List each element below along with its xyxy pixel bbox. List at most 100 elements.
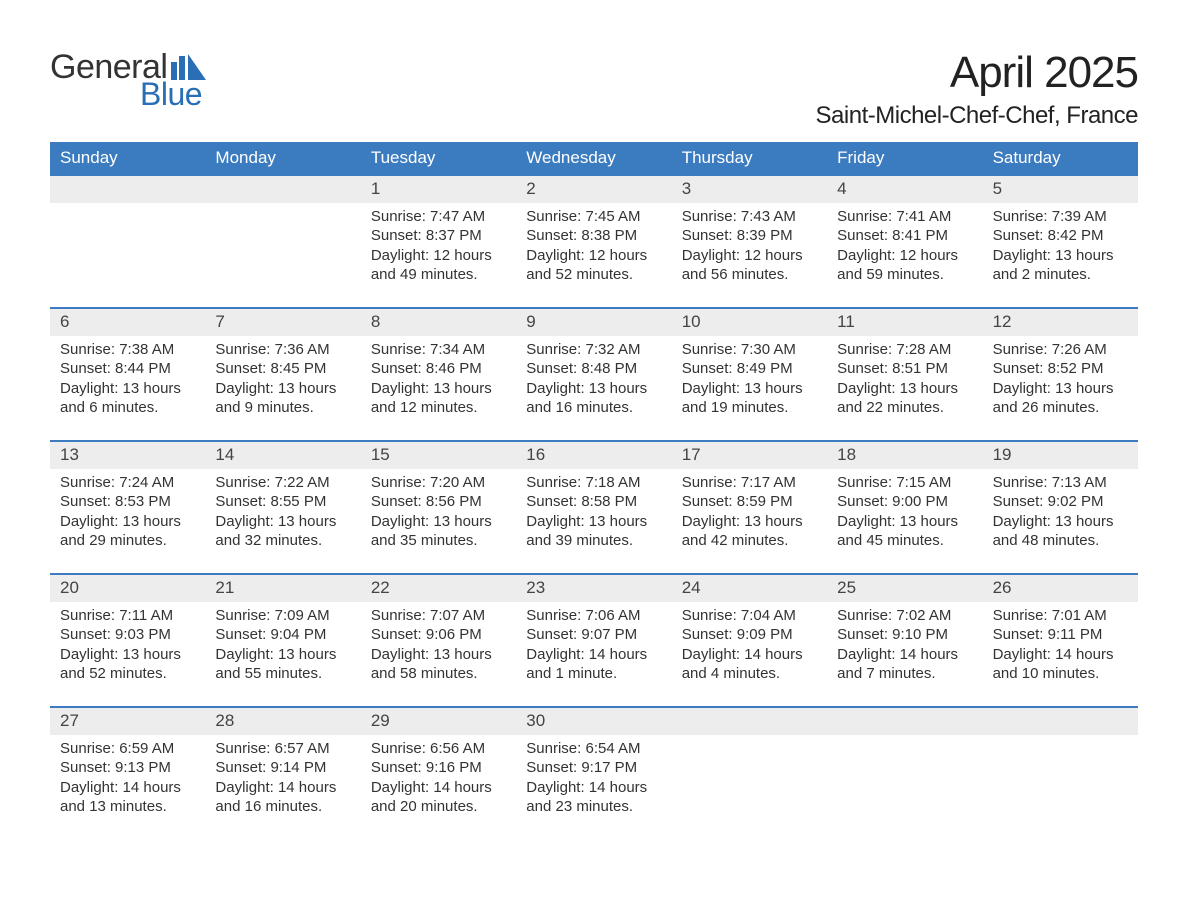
day-number: 24	[672, 575, 827, 602]
day-number: 29	[361, 708, 516, 735]
day-detail-line: Sunrise: 7:20 AM	[371, 473, 506, 492]
day-detail-line: Daylight: 14 hours and 10 minutes.	[993, 645, 1128, 683]
month-title: April 2025	[816, 50, 1138, 96]
day-number: 10	[672, 309, 827, 336]
day-detail-line: Sunrise: 7:09 AM	[215, 606, 350, 625]
day-detail-line: Sunrise: 6:54 AM	[526, 739, 661, 758]
day-detail-line: Daylight: 13 hours and 19 minutes.	[682, 379, 817, 417]
day-cell: Sunrise: 7:38 AMSunset: 8:44 PMDaylight:…	[50, 336, 205, 440]
day-cell: Sunrise: 7:13 AMSunset: 9:02 PMDaylight:…	[983, 469, 1138, 573]
day-cell: Sunrise: 7:45 AMSunset: 8:38 PMDaylight:…	[516, 203, 671, 307]
day-number: 6	[50, 309, 205, 336]
dow-friday: Friday	[827, 142, 982, 176]
day-detail-line: Sunrise: 7:38 AM	[60, 340, 195, 359]
day-number: 2	[516, 176, 671, 203]
day-detail-line: Sunset: 8:53 PM	[60, 492, 195, 511]
day-detail-line: Sunrise: 7:18 AM	[526, 473, 661, 492]
day-cell: Sunrise: 7:09 AMSunset: 9:04 PMDaylight:…	[205, 602, 360, 706]
day-detail-line: Daylight: 12 hours and 52 minutes.	[526, 246, 661, 284]
day-cell: Sunrise: 7:06 AMSunset: 9:07 PMDaylight:…	[516, 602, 671, 706]
day-detail-line: Daylight: 13 hours and 45 minutes.	[837, 512, 972, 550]
week-daynum-row: 13141516171819	[50, 440, 1138, 469]
day-number: 17	[672, 442, 827, 469]
day-detail-line: Daylight: 12 hours and 49 minutes.	[371, 246, 506, 284]
day-detail-line: Sunset: 8:48 PM	[526, 359, 661, 378]
day-detail-line: Sunrise: 7:04 AM	[682, 606, 817, 625]
day-detail-line: Sunset: 8:38 PM	[526, 226, 661, 245]
day-detail-line: Sunset: 9:06 PM	[371, 625, 506, 644]
day-cell: Sunrise: 7:15 AMSunset: 9:00 PMDaylight:…	[827, 469, 982, 573]
day-detail-line: Sunset: 8:49 PM	[682, 359, 817, 378]
dow-tuesday: Tuesday	[361, 142, 516, 176]
day-number: 5	[983, 176, 1138, 203]
day-cell: Sunrise: 7:24 AMSunset: 8:53 PMDaylight:…	[50, 469, 205, 573]
calendar-page: General Blue April 2025 Saint-Michel-Che…	[0, 0, 1188, 869]
day-number: 1	[361, 176, 516, 203]
day-number: 15	[361, 442, 516, 469]
week-daynum-row: 27282930	[50, 706, 1138, 735]
day-cell: Sunrise: 7:47 AMSunset: 8:37 PMDaylight:…	[361, 203, 516, 307]
dow-monday: Monday	[205, 142, 360, 176]
day-number: 8	[361, 309, 516, 336]
day-detail-line: Daylight: 14 hours and 23 minutes.	[526, 778, 661, 816]
day-detail-line: Daylight: 13 hours and 42 minutes.	[682, 512, 817, 550]
day-cell: Sunrise: 7:41 AMSunset: 8:41 PMDaylight:…	[827, 203, 982, 307]
day-number: 28	[205, 708, 360, 735]
day-number	[983, 708, 1138, 735]
day-detail-line: Daylight: 14 hours and 4 minutes.	[682, 645, 817, 683]
day-detail-line: Daylight: 14 hours and 13 minutes.	[60, 778, 195, 816]
day-detail-line: Sunset: 8:41 PM	[837, 226, 972, 245]
day-cell: Sunrise: 7:11 AMSunset: 9:03 PMDaylight:…	[50, 602, 205, 706]
day-cell: Sunrise: 6:56 AMSunset: 9:16 PMDaylight:…	[361, 735, 516, 839]
day-detail-line: Sunset: 8:52 PM	[993, 359, 1128, 378]
day-detail-line: Sunrise: 7:28 AM	[837, 340, 972, 359]
day-cell: Sunrise: 7:01 AMSunset: 9:11 PMDaylight:…	[983, 602, 1138, 706]
day-detail-line: Daylight: 13 hours and 26 minutes.	[993, 379, 1128, 417]
location-subtitle: Saint-Michel-Chef-Chef, France	[816, 102, 1138, 130]
day-detail-line: Daylight: 13 hours and 16 minutes.	[526, 379, 661, 417]
day-detail-line: Sunrise: 7:30 AM	[682, 340, 817, 359]
day-cell: Sunrise: 7:32 AMSunset: 8:48 PMDaylight:…	[516, 336, 671, 440]
day-number: 18	[827, 442, 982, 469]
day-detail-line: Sunset: 8:59 PM	[682, 492, 817, 511]
week-body-row: Sunrise: 7:38 AMSunset: 8:44 PMDaylight:…	[50, 336, 1138, 440]
day-cell: Sunrise: 7:04 AMSunset: 9:09 PMDaylight:…	[672, 602, 827, 706]
day-detail-line: Sunrise: 7:13 AM	[993, 473, 1128, 492]
dow-sunday: Sunday	[50, 142, 205, 176]
day-detail-line: Sunrise: 7:15 AM	[837, 473, 972, 492]
day-number: 26	[983, 575, 1138, 602]
day-detail-line: Daylight: 14 hours and 7 minutes.	[837, 645, 972, 683]
day-cell: Sunrise: 7:36 AMSunset: 8:45 PMDaylight:…	[205, 336, 360, 440]
header: General Blue April 2025 Saint-Michel-Che…	[50, 50, 1138, 130]
day-cell: Sunrise: 7:22 AMSunset: 8:55 PMDaylight:…	[205, 469, 360, 573]
day-cell: Sunrise: 6:54 AMSunset: 9:17 PMDaylight:…	[516, 735, 671, 839]
day-detail-line: Sunset: 8:42 PM	[993, 226, 1128, 245]
day-detail-line: Sunset: 8:39 PM	[682, 226, 817, 245]
day-number: 23	[516, 575, 671, 602]
day-cell: Sunrise: 7:30 AMSunset: 8:49 PMDaylight:…	[672, 336, 827, 440]
day-number: 21	[205, 575, 360, 602]
day-detail-line: Daylight: 12 hours and 56 minutes.	[682, 246, 817, 284]
day-cell: Sunrise: 7:39 AMSunset: 8:42 PMDaylight:…	[983, 203, 1138, 307]
day-detail-line: Sunrise: 6:59 AM	[60, 739, 195, 758]
day-number: 14	[205, 442, 360, 469]
week-body-row: Sunrise: 7:47 AMSunset: 8:37 PMDaylight:…	[50, 203, 1138, 307]
day-detail-line: Sunrise: 7:06 AM	[526, 606, 661, 625]
day-detail-line: Daylight: 13 hours and 39 minutes.	[526, 512, 661, 550]
day-detail-line: Sunset: 9:17 PM	[526, 758, 661, 777]
day-detail-line: Daylight: 13 hours and 22 minutes.	[837, 379, 972, 417]
day-cell: Sunrise: 7:07 AMSunset: 9:06 PMDaylight:…	[361, 602, 516, 706]
day-detail-line: Sunrise: 7:11 AM	[60, 606, 195, 625]
day-detail-line: Sunset: 8:46 PM	[371, 359, 506, 378]
day-detail-line: Sunrise: 7:36 AM	[215, 340, 350, 359]
day-detail-line: Sunrise: 7:41 AM	[837, 207, 972, 226]
day-detail-line: Daylight: 13 hours and 58 minutes.	[371, 645, 506, 683]
day-cell: Sunrise: 6:59 AMSunset: 9:13 PMDaylight:…	[50, 735, 205, 839]
day-detail-line: Sunrise: 7:01 AM	[993, 606, 1128, 625]
day-cell	[827, 735, 982, 839]
day-cell: Sunrise: 7:28 AMSunset: 8:51 PMDaylight:…	[827, 336, 982, 440]
day-number: 20	[50, 575, 205, 602]
day-detail-line: Sunrise: 7:45 AM	[526, 207, 661, 226]
day-number: 7	[205, 309, 360, 336]
day-number: 11	[827, 309, 982, 336]
